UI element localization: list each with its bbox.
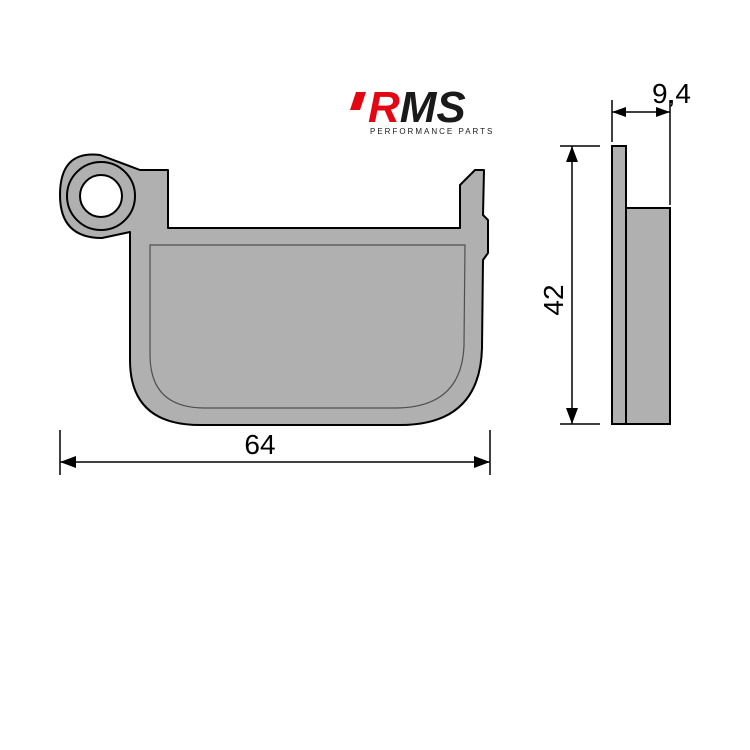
front-view [60,155,488,426]
side-backplate [612,146,626,424]
diagram-svg: 64 42 9,4 RMS PERFORMANCE PARTS [0,0,750,750]
side-view [612,146,670,424]
svg-text:RMS: RMS [368,83,466,132]
dimension-width: 64 [60,429,490,475]
mount-hole-inner [80,175,122,217]
dimension-height: 42 [538,146,600,424]
brand-logo: RMS PERFORMANCE PARTS [350,83,494,136]
drawing-canvas: 64 42 9,4 RMS PERFORMANCE PARTS [0,0,750,750]
dim-thickness-label: 9,4 [652,78,691,109]
logo-ms: MS [400,83,466,132]
side-friction-pad [626,208,670,424]
logo-subtitle: PERFORMANCE PARTS [370,127,494,136]
dim-height-label: 42 [538,284,569,315]
logo-r: R [368,83,400,132]
dim-width-label: 64 [244,429,275,460]
